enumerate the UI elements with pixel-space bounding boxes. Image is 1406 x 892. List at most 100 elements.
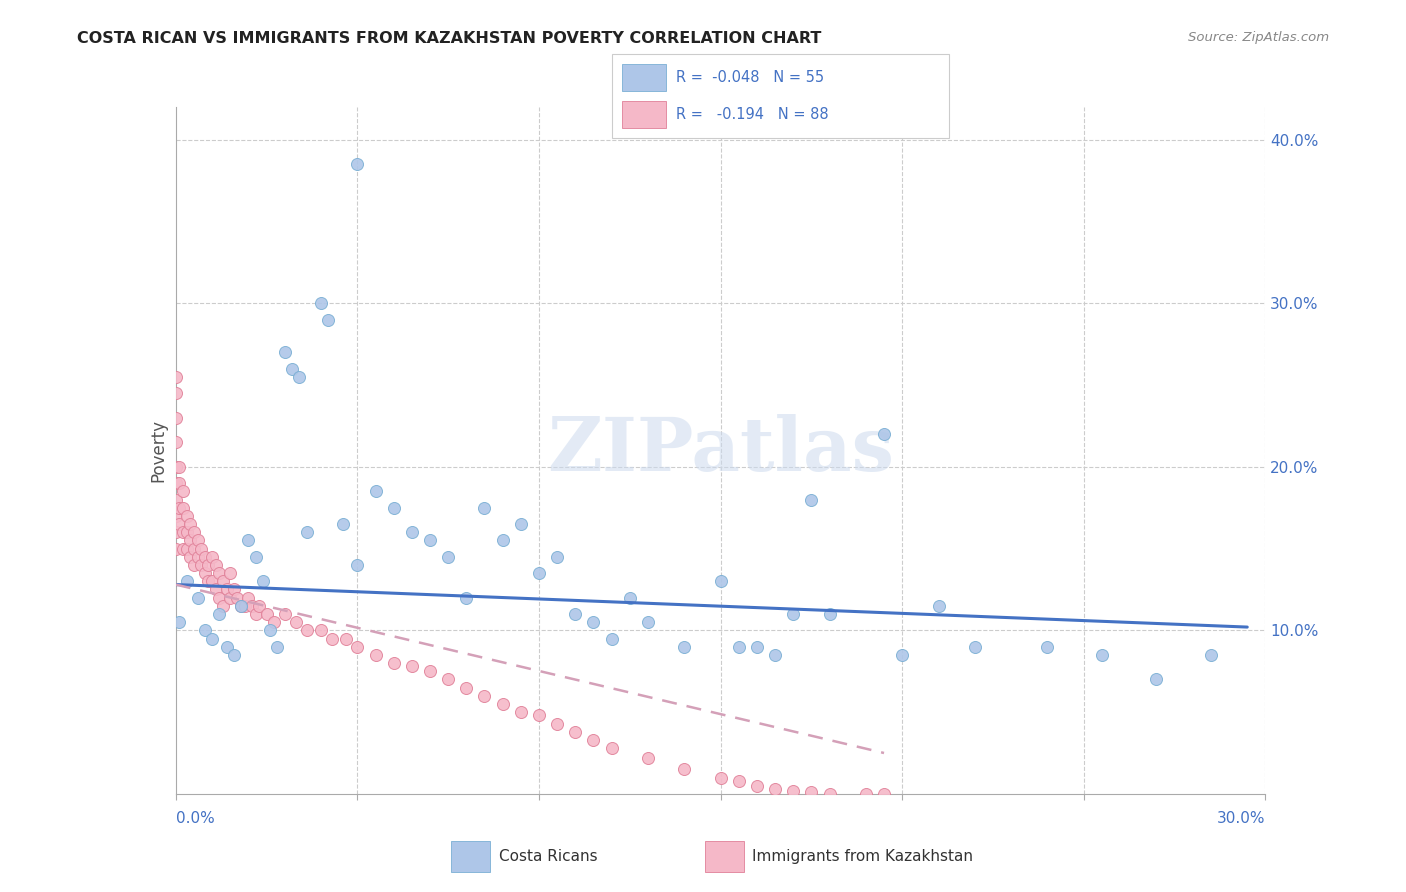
Point — [219, 566, 242, 580]
Point — [172, 525, 194, 540]
Point — [212, 574, 235, 589]
Point — [190, 541, 212, 556]
Point — [186, 549, 209, 564]
Point — [183, 541, 205, 556]
Point — [179, 533, 201, 548]
Point — [637, 615, 659, 630]
Point — [873, 787, 896, 801]
Bar — [621, 63, 665, 91]
Text: ZIPatlas: ZIPatlas — [547, 414, 894, 487]
Point — [186, 533, 209, 548]
Point — [546, 549, 568, 564]
Point — [1091, 648, 1114, 662]
Point — [309, 624, 332, 638]
Point — [295, 525, 318, 540]
Point — [346, 640, 368, 654]
Text: COSTA RICAN VS IMMIGRANTS FROM KAZAKHSTAN POVERTY CORRELATION CHART: COSTA RICAN VS IMMIGRANTS FROM KAZAKHSTA… — [77, 31, 821, 46]
Point — [222, 582, 245, 597]
Point — [673, 762, 696, 776]
Text: R =   -0.194   N = 88: R = -0.194 N = 88 — [676, 107, 828, 122]
Point — [165, 492, 187, 507]
Point — [176, 574, 198, 589]
Point — [332, 516, 354, 531]
Point — [208, 591, 231, 605]
Point — [215, 640, 238, 654]
Point — [564, 607, 586, 621]
Point — [637, 751, 659, 765]
Point — [165, 476, 187, 491]
Point — [247, 599, 270, 613]
Point — [818, 607, 841, 621]
Point — [456, 681, 478, 695]
Point — [295, 624, 318, 638]
Point — [509, 516, 531, 531]
Point — [284, 615, 307, 630]
Point — [321, 632, 343, 646]
Point — [963, 640, 986, 654]
Point — [382, 656, 405, 670]
Point — [782, 783, 804, 797]
Point — [201, 632, 224, 646]
Point — [233, 599, 256, 613]
Point — [873, 427, 896, 442]
Point — [546, 716, 568, 731]
Point — [201, 549, 224, 564]
Point — [201, 574, 224, 589]
Point — [169, 459, 191, 474]
Point — [745, 640, 768, 654]
Point — [401, 525, 423, 540]
Point — [176, 525, 198, 540]
Point — [259, 624, 281, 638]
Point — [165, 459, 187, 474]
Point — [179, 516, 201, 531]
Point — [204, 582, 226, 597]
Point — [245, 607, 267, 621]
Point — [169, 516, 191, 531]
Point — [891, 648, 914, 662]
Point — [274, 345, 297, 359]
Point — [1036, 640, 1059, 654]
Point — [437, 673, 460, 687]
Y-axis label: Poverty: Poverty — [149, 419, 167, 482]
Point — [437, 549, 460, 564]
Point — [281, 361, 304, 376]
Point — [364, 648, 387, 662]
Point — [818, 787, 841, 801]
Point — [197, 574, 219, 589]
Text: 30.0%: 30.0% — [1218, 811, 1265, 826]
Point — [564, 724, 586, 739]
Point — [183, 558, 205, 572]
Point — [204, 558, 226, 572]
Point — [763, 648, 786, 662]
Text: Immigrants from Kazakhstan: Immigrants from Kazakhstan — [752, 849, 973, 863]
Point — [855, 787, 877, 801]
Bar — [451, 840, 489, 872]
Point — [727, 640, 749, 654]
Point — [401, 659, 423, 673]
Point — [165, 369, 187, 384]
Bar — [621, 101, 665, 128]
Point — [169, 500, 191, 515]
Point — [172, 484, 194, 499]
Point — [474, 500, 496, 515]
Point — [194, 566, 217, 580]
Point — [600, 741, 623, 756]
Text: Costa Ricans: Costa Ricans — [499, 849, 598, 863]
Point — [600, 632, 623, 646]
Point — [231, 599, 253, 613]
Point — [165, 386, 187, 401]
Point — [183, 525, 205, 540]
Point — [212, 599, 235, 613]
Point — [176, 541, 198, 556]
Point — [165, 508, 187, 523]
Point — [1146, 673, 1168, 687]
Point — [419, 533, 441, 548]
Point — [190, 558, 212, 572]
Point — [673, 640, 696, 654]
Point — [800, 492, 823, 507]
Point — [172, 500, 194, 515]
Point — [492, 697, 515, 711]
Point — [800, 785, 823, 799]
Point — [782, 607, 804, 621]
Point — [169, 615, 191, 630]
